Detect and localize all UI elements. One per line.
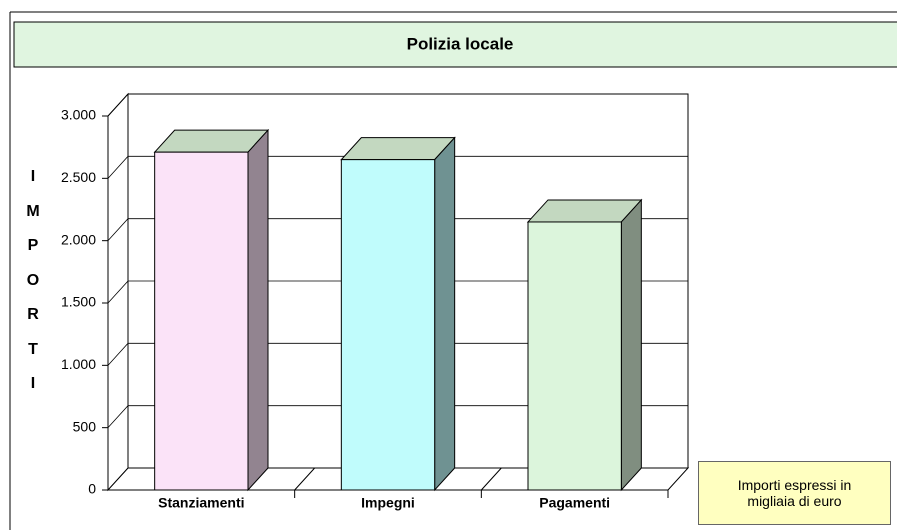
title-box — [13, 21, 897, 68]
bar — [154, 151, 249, 491]
bar-side — [434, 136, 456, 492]
y-tick-label: 1.500 — [61, 294, 96, 310]
y-tick-label: 0 — [88, 481, 96, 497]
category-divider — [294, 467, 316, 498]
x-tick-label: Stanziamenti — [158, 495, 244, 511]
bar — [527, 221, 622, 491]
grid-line — [107, 155, 688, 179]
y-tick-label: 1.000 — [61, 356, 96, 372]
bar-side — [247, 128, 269, 492]
grid-line — [107, 218, 688, 241]
x-tick-label: Impegni — [361, 495, 415, 511]
bar-side — [620, 198, 642, 492]
annotation: Importi espressi in migliaia di euro — [698, 461, 891, 525]
bar — [340, 159, 436, 491]
grid-line — [107, 342, 688, 366]
grid-line — [107, 280, 688, 304]
chart-title: Polizia locale — [407, 34, 514, 53]
category-divider — [480, 467, 502, 498]
y-tick-label: 3.000 — [61, 107, 96, 123]
grid-line — [107, 405, 688, 428]
x-tick-label: Pagamenti — [539, 495, 610, 511]
grid-line — [107, 93, 688, 117]
y-tick-label: 500 — [73, 418, 97, 434]
y-tick-label: 2.000 — [61, 231, 96, 247]
y-tick-label: 2.500 — [61, 169, 96, 185]
y-axis-label: IMPORTI — [26, 168, 40, 392]
